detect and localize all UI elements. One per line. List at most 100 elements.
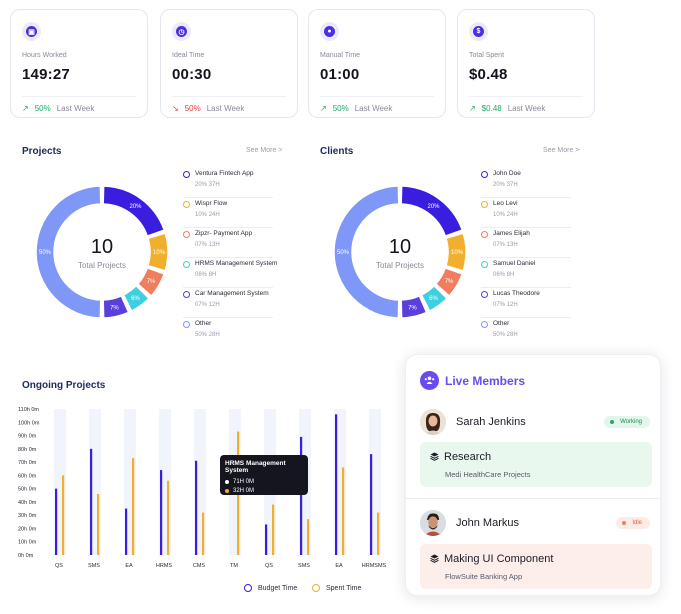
stat-label: Hours Worked — [22, 52, 67, 59]
x-tick-label: TM — [230, 563, 238, 569]
donut-slice-label: 6% — [429, 296, 438, 302]
donut-slice[interactable] — [420, 284, 448, 312]
ongoing-projects-title: Ongoing Projects — [22, 380, 106, 391]
budget-time-legend-marker — [244, 584, 252, 592]
tooltip-spent-dot — [225, 489, 229, 493]
clients-title: Clients — [320, 146, 354, 157]
budget-time-bar[interactable] — [55, 488, 58, 555]
donut-slice-label: 50% — [39, 250, 52, 256]
member-row[interactable]: Sarah Jenkins Working — [420, 407, 650, 437]
legend-item[interactable]: Leo Levi 10% 24H — [481, 198, 571, 228]
legend-marker — [183, 231, 190, 238]
tooltip-budget-row: 71H 0M — [225, 479, 303, 485]
stat-card[interactable]: ● Manual Time 01:00 ↗ 50% Last Week — [308, 9, 446, 118]
stat-card[interactable]: ▣ Hours Worked 149:27 ↗ 50% Last Week — [10, 9, 148, 118]
donut-slice-label: 7% — [445, 279, 454, 285]
legend-meta: 50% 28H — [493, 332, 518, 338]
donut-slice[interactable] — [400, 295, 428, 319]
member-row[interactable]: John Markus Idle — [420, 508, 650, 538]
donut-slice[interactable] — [435, 267, 463, 297]
stat-card[interactable]: $ Total Spent $0.48 ↗ $0.48 Last Week — [457, 9, 595, 118]
member-name: Sarah Jenkins — [456, 416, 526, 428]
legend-marker — [183, 321, 190, 328]
spent-time-bar[interactable] — [167, 480, 170, 555]
clients-see-more-link[interactable]: See More > — [543, 147, 580, 154]
spent-time-bar[interactable] — [377, 512, 380, 555]
legend-item[interactable]: Zipzr- Payment App 07% 13H — [183, 228, 273, 258]
legend-marker — [481, 171, 488, 178]
legend-budget-time[interactable]: Budget Time — [244, 584, 297, 592]
spent-time-bar[interactable] — [342, 467, 345, 555]
budget-time-bar[interactable] — [300, 436, 303, 555]
legend-name: Wispr Flow — [195, 200, 228, 207]
donut-slice[interactable] — [400, 185, 463, 237]
spent-time-bar[interactable] — [62, 475, 65, 555]
clock-icon: ◷ — [172, 22, 191, 41]
legend-marker — [481, 321, 488, 328]
legend-marker — [481, 231, 488, 238]
tooltip-spent-value: 32H 0M — [233, 488, 255, 494]
chart-tooltip: HRMS Management System 71H 0M 32H 0M — [220, 455, 308, 495]
dollar-icon: $ — [469, 22, 488, 41]
legend-item[interactable]: Other 50% 28H — [183, 318, 273, 348]
spent-time-bar[interactable] — [132, 458, 135, 555]
x-tick-label: CMS — [193, 563, 206, 569]
donut-slice-label: 10% — [153, 250, 166, 256]
stat-label: Manual Time — [320, 52, 361, 59]
budget-time-bar[interactable] — [90, 448, 93, 555]
legend-item[interactable]: Ventura Fintech App 20% 37H — [183, 168, 273, 198]
spent-time-bar[interactable] — [307, 519, 310, 555]
budget-time-bar[interactable] — [265, 524, 268, 555]
tooltip-budget-dot — [225, 480, 229, 484]
status-badge: Idle — [616, 517, 650, 529]
budget-time-bar[interactable] — [335, 414, 338, 555]
legend-item[interactable]: Other 50% 28H — [481, 318, 571, 348]
legend-item[interactable]: Wispr Flow 10% 24H — [183, 198, 273, 228]
projects-donut-chart: 20% 10% 7% 6% 7% 50% 10 Total Projects — [35, 185, 169, 319]
donut-slice[interactable] — [445, 232, 467, 272]
trend-up-icon: ↗ — [469, 104, 476, 113]
donut-slice[interactable] — [333, 185, 400, 319]
legend-name: Lucas Theodore — [493, 290, 540, 297]
projects-see-more-link[interactable]: See More > — [246, 147, 283, 154]
donut-slice[interactable] — [147, 232, 169, 272]
tooltip-budget-value: 71H 0M — [233, 479, 255, 485]
spent-time-bar[interactable] — [202, 512, 205, 555]
legend-item[interactable]: Samuel Daniel 06% 8H — [481, 258, 571, 288]
donut-slice-label: 20% — [129, 204, 142, 210]
stat-card[interactable]: ◷ Ideal Time 00:30 ↘ 50% Last Week — [160, 9, 298, 118]
budget-time-bar[interactable] — [370, 454, 373, 555]
legend-name: Samuel Daniel — [493, 260, 536, 267]
donut-slice[interactable] — [102, 185, 165, 237]
y-tick-label: 60h 0m — [18, 473, 37, 479]
current-task-card[interactable]: Making UI Component FlowSuite Banking Ap… — [420, 544, 652, 589]
legend-item[interactable]: HRMS Management System 06% 8H — [183, 258, 277, 288]
legend-meta: 07% 12H — [195, 302, 220, 308]
status-badge: Working — [604, 416, 650, 428]
legend-marker — [481, 201, 488, 208]
spent-time-legend-marker — [312, 584, 320, 592]
current-task-card[interactable]: Research Medi HealthCare Projects — [420, 442, 652, 487]
legend-name: James Elijah — [493, 230, 530, 237]
legend-marker — [481, 261, 488, 268]
legend-item[interactable]: John Doe 20% 37H — [481, 168, 571, 198]
legend-item[interactable]: James Elijah 07% 13H — [481, 228, 571, 258]
trend-up-icon: ↗ — [22, 104, 29, 113]
donut-slice-label: 50% — [337, 250, 350, 256]
legend-item[interactable]: Car Management System 07% 12H — [183, 288, 273, 318]
donut-slice[interactable] — [102, 295, 130, 319]
legend-name: Leo Levi — [493, 200, 518, 207]
budget-time-bar[interactable] — [125, 508, 128, 555]
donut-slice[interactable] — [122, 284, 150, 312]
donut-slice[interactable] — [137, 267, 165, 297]
budget-time-bar[interactable] — [160, 470, 163, 555]
donut-slice[interactable] — [35, 185, 102, 319]
task-name: Making UI Component — [444, 553, 554, 565]
projects-title: Projects — [22, 146, 62, 157]
stat-trend: ↗ $0.48 Last Week — [469, 104, 545, 113]
legend-item[interactable]: Lucas Theodore 07% 12H — [481, 288, 571, 318]
budget-time-bar[interactable] — [195, 460, 198, 555]
spent-time-bar[interactable] — [272, 504, 275, 555]
legend-spent-time[interactable]: Spent Time — [312, 584, 361, 592]
spent-time-bar[interactable] — [97, 493, 100, 555]
